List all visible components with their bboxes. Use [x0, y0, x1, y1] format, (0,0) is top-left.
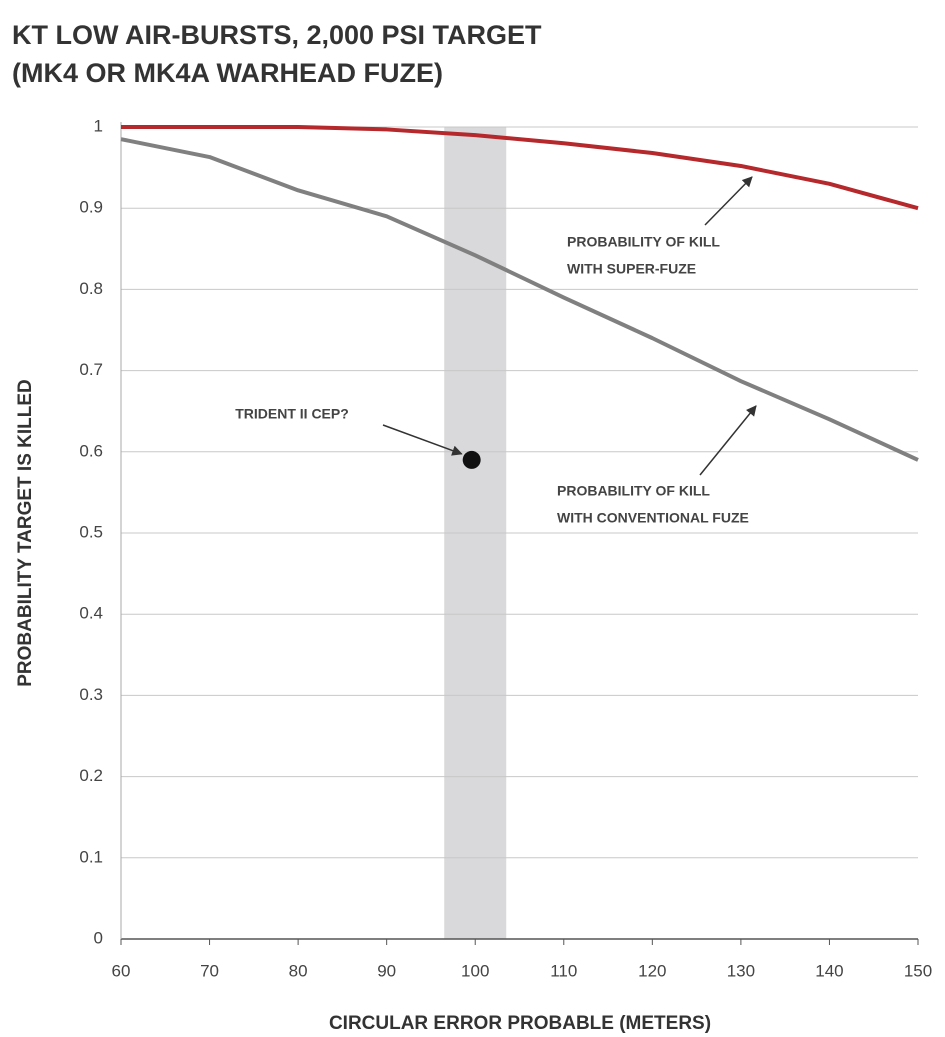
series-label: WITH CONVENTIONAL FUZE — [557, 510, 749, 526]
x-tick-label: 80 — [289, 961, 308, 980]
y-tick-label: 0.4 — [79, 604, 103, 623]
series-line — [121, 125, 919, 211]
x-tick-label: 60 — [112, 961, 131, 980]
y-axis-label: PROBABILITY TARGET IS KILLED — [15, 379, 36, 687]
y-tick-label: 0.7 — [79, 360, 103, 379]
y-tick-label: 0.5 — [79, 522, 103, 541]
x-tick-label: 110 — [550, 961, 577, 980]
x-tick-label: 130 — [727, 961, 755, 980]
arrow — [699, 405, 757, 476]
series-line — [120, 137, 919, 462]
x-axis-label: CIRCULAR ERROR PROBABLE (METERS) — [329, 1013, 711, 1034]
x-tick-label: 120 — [638, 961, 666, 980]
y-tick-label: 0.1 — [79, 847, 103, 866]
x-tick-label: 100 — [461, 961, 489, 980]
x-tick-label: 150 — [904, 961, 932, 980]
y-tick-label: 0.2 — [79, 766, 103, 785]
y-tick-label: 1 — [94, 116, 103, 135]
chart-title: KT LOW AIR-BURSTS, 2,000 PSI TARGET — [12, 20, 542, 50]
y-tick-label: 0.3 — [79, 685, 103, 704]
y-tick-label: 0.6 — [79, 441, 103, 460]
y-tick-label: 0 — [94, 928, 103, 947]
y-tick-label: 0.9 — [79, 198, 103, 217]
series-label: PROBABILITY OF KILL — [557, 483, 710, 499]
y-tick-label: 0.8 — [79, 279, 103, 298]
x-tick-label: 70 — [200, 961, 219, 980]
x-tick-label: 90 — [377, 961, 396, 980]
series-label: WITH SUPER-FUZE — [567, 261, 696, 277]
arrow — [704, 176, 753, 226]
point-label: TRIDENT II CEP? — [235, 406, 349, 422]
arrow — [382, 424, 463, 456]
point — [462, 450, 481, 469]
x-tick-label: 140 — [815, 961, 843, 980]
series-label: PROBABILITY OF KILL — [567, 234, 720, 250]
chart-title: (MK4 OR MK4A WARHEAD FUZE) — [12, 58, 443, 88]
